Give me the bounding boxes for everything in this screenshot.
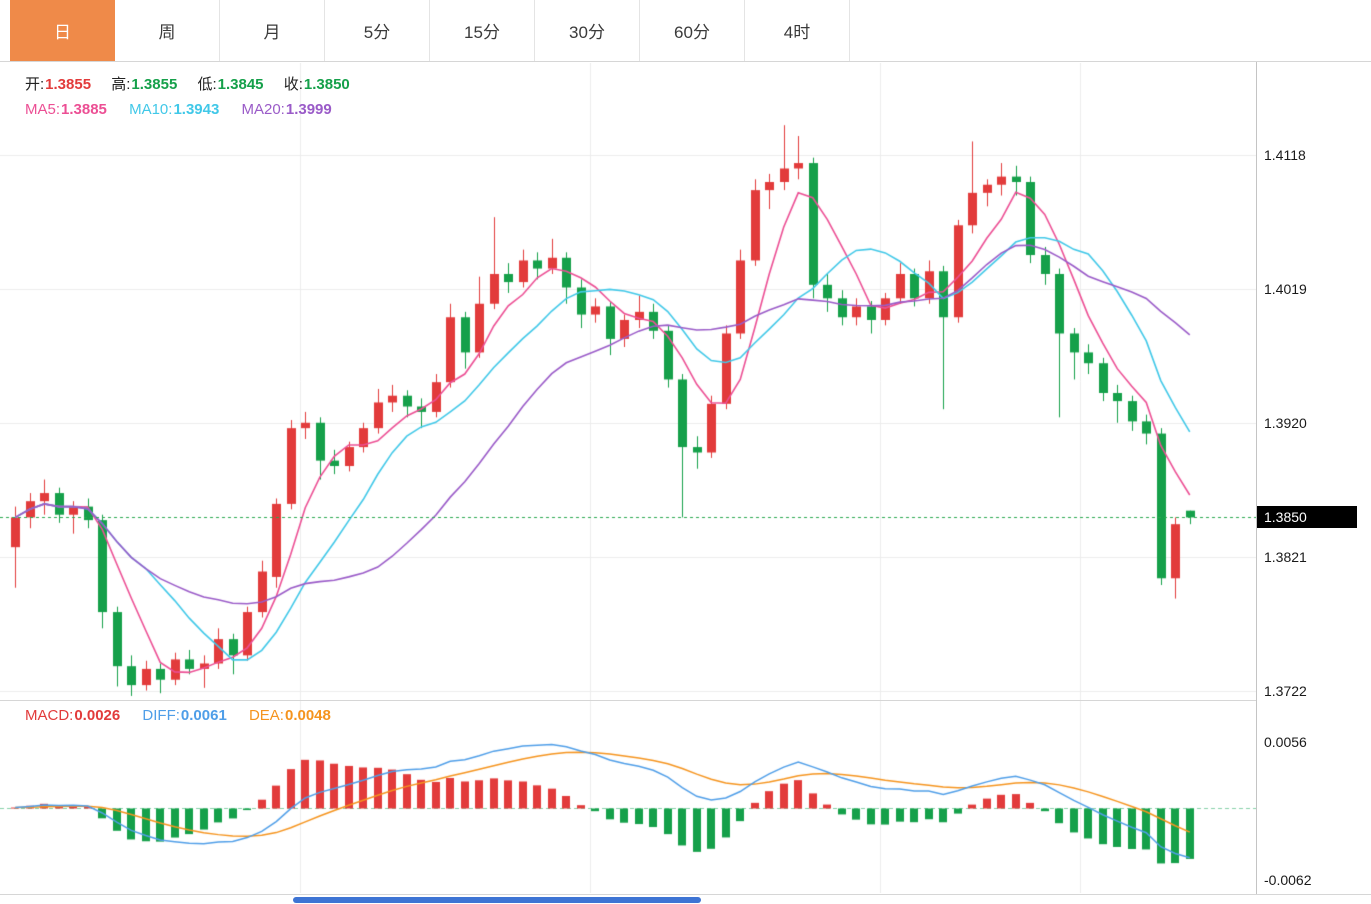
dea-value: 0.0048 [284, 707, 331, 724]
close-label: 收: [283, 76, 303, 93]
tab-日[interactable]: 日 [10, 0, 115, 61]
bottom-divider [0, 894, 1371, 895]
macd-axis-tick: 0.0056 [1264, 733, 1307, 750]
low-label: 低: [197, 76, 217, 93]
diff-label: DIFF: [142, 707, 180, 724]
macd-value: 0.0026 [74, 707, 121, 724]
tab-60分[interactable]: 60分 [640, 0, 745, 61]
macd-label: MACD: [25, 707, 74, 724]
diff-value: 0.0061 [180, 707, 227, 724]
macd-axis-tick: -0.0062 [1264, 872, 1312, 889]
price-axis-tick: 1.3920 [1264, 414, 1307, 431]
ma10-label: MA10: [129, 101, 173, 118]
open-label: 开: [25, 76, 45, 93]
price-axis: 1.3850 1.4118 1.4019 1.3920 1.3821 1.3722 0.0… [1256, 62, 1371, 894]
ma-readout: MA5:1.3885 MA10:1.3943 MA20:1.3999 [25, 101, 350, 118]
tab-15分[interactable]: 15分 [430, 0, 535, 61]
ma5-value: 1.3885 [61, 101, 107, 118]
price-axis-tick: 1.3722 [1264, 682, 1307, 699]
chart-scrollbar[interactable] [293, 897, 701, 903]
panel-divider [0, 700, 1256, 701]
tab-4时[interactable]: 4时 [745, 0, 850, 61]
last-price-badge: 1.3850 [1257, 506, 1357, 529]
close-value: 1.3850 [303, 76, 350, 93]
low-value: 1.3845 [217, 76, 264, 93]
price-axis-tick: 1.3821 [1264, 548, 1307, 565]
ma20-value: 1.3999 [285, 101, 332, 118]
price-axis-tick: 1.4118 [1264, 146, 1306, 163]
macd-chart[interactable] [0, 701, 1256, 893]
ma5-label: MA5: [25, 101, 61, 118]
ohlc-readout: 开:1.3855 高:1.3855 低:1.3845 收:1.3850 [25, 73, 366, 94]
tab-月[interactable]: 月 [220, 0, 325, 61]
ma10-value: 1.3943 [173, 101, 220, 118]
candlestick-chart[interactable] [0, 63, 1256, 700]
tab-30分[interactable]: 30分 [535, 0, 640, 61]
high-label: 高: [111, 76, 131, 93]
timeframe-tab-bar: 日周月 5分 15分 30分 60分 4时 [0, 0, 1371, 62]
open-value: 1.3855 [45, 76, 92, 93]
tab-5分[interactable]: 5分 [325, 0, 430, 61]
ma20-label: MA20: [241, 101, 285, 118]
high-value: 1.3855 [131, 76, 178, 93]
dea-label: DEA: [248, 707, 284, 724]
tab-周[interactable]: 周 [115, 0, 220, 61]
macd-readout: MACD:0.0026 DIFF:0.0061 DEA:0.0048 [25, 707, 349, 724]
price-axis-tick: 1.4019 [1264, 280, 1307, 297]
